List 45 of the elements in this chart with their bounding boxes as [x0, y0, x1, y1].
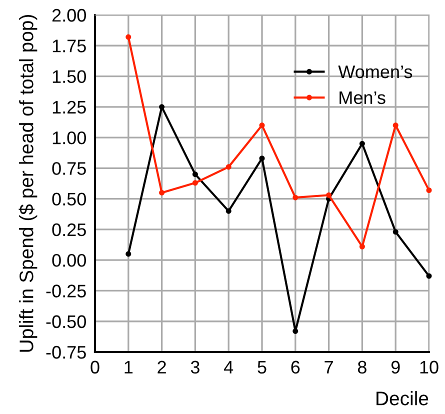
y-tick-label: 0.50	[52, 192, 86, 206]
x-tick-label: 3	[190, 360, 200, 374]
legend-label: Men’s	[340, 91, 386, 104]
y-tick-label: 0.25	[52, 223, 86, 236]
y-tick-label: -0.75	[46, 346, 86, 359]
x-tick-label: 9	[391, 360, 400, 374]
point	[259, 156, 265, 162]
x-tick-label: 7	[324, 360, 333, 374]
point	[159, 190, 165, 196]
x-tick-label: 6	[291, 360, 300, 374]
y-tick-label: 2.00	[52, 8, 86, 22]
point	[192, 172, 198, 178]
point	[359, 244, 365, 250]
y-tick-label: 0.00	[52, 254, 86, 267]
x-tick-label: 1	[124, 360, 133, 374]
y-tick-label: 1.50	[52, 70, 86, 83]
point	[226, 164, 232, 170]
point	[426, 187, 432, 194]
point	[126, 34, 132, 40]
y-tick-label: 1.75	[52, 40, 86, 52]
y-tick-label: 1.00	[52, 131, 86, 144]
x-tick-label: 5	[258, 360, 266, 374]
point	[292, 328, 298, 334]
x-tick-label: 8	[358, 360, 366, 374]
x-axis-title: Decile	[376, 391, 428, 406]
point	[326, 192, 332, 198]
point	[359, 140, 365, 146]
point	[159, 104, 165, 110]
y-tick-label: -0.50	[46, 315, 86, 328]
y-tick-label: 0.75	[52, 162, 86, 175]
y-tick-label: 1.25	[52, 100, 86, 114]
point	[426, 273, 432, 279]
x-tick-label: 10	[420, 360, 438, 374]
point	[292, 194, 298, 200]
point	[192, 180, 198, 186]
x-tick-label: 4	[224, 360, 234, 374]
y-axis-title: Uplift in Spend ($ per head of total pop)	[18, 14, 38, 352]
x-tick-label: 2	[158, 360, 166, 374]
point	[259, 122, 265, 128]
point	[126, 251, 132, 257]
y-tick-label: -0.25	[46, 284, 86, 298]
point	[392, 229, 398, 235]
x-tick-label: 0	[90, 360, 100, 374]
legend-label: Women’s	[338, 66, 412, 78]
point	[226, 208, 232, 214]
